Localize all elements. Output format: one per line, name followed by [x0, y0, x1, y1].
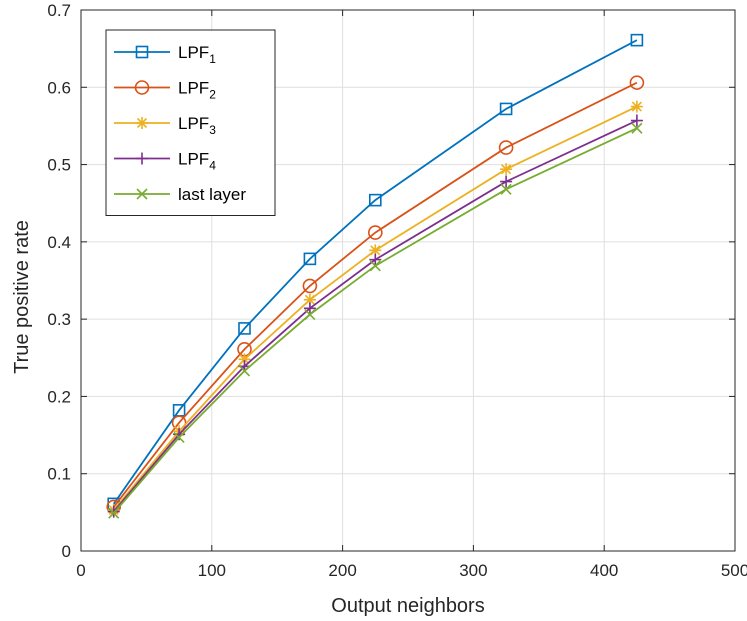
y-tick-label: 0.2 — [47, 387, 71, 406]
legend: LPF1 LPF2 LPF3 LPF4 last layer — [105, 29, 276, 216]
legend-item: LPF2 — [114, 79, 216, 102]
legend-item: last layer — [114, 185, 246, 204]
x-axis-label: Output neighbors — [331, 595, 484, 617]
data-point — [367, 225, 383, 240]
x-tick-label: 100 — [198, 561, 226, 580]
plot-area — [106, 33, 645, 519]
data-point — [500, 175, 513, 188]
axes-box — [80, 9, 736, 552]
data-point — [500, 183, 512, 195]
legend-marker — [134, 80, 150, 95]
data-point — [631, 122, 643, 134]
data-point — [108, 507, 120, 519]
legend-marker — [136, 188, 148, 200]
data-point — [368, 193, 382, 207]
legend-marker — [136, 117, 148, 129]
series-line — [112, 39, 638, 505]
legend-label: LPF4 — [178, 150, 216, 173]
data-point — [630, 100, 643, 113]
x-tick-label: 200 — [328, 561, 356, 580]
data-point — [173, 431, 185, 443]
data-point — [302, 278, 318, 294]
legend-item: LPF1 — [114, 43, 216, 66]
y-tick-label: 0.3 — [47, 310, 71, 329]
data-point — [303, 252, 317, 266]
legend-label: LPF2 — [178, 79, 216, 102]
series-4 — [107, 114, 643, 518]
data-point — [238, 353, 251, 366]
data-point — [303, 302, 316, 315]
legend-item: LPF3 — [114, 114, 216, 137]
legend-marker — [135, 45, 149, 59]
x-tick-label: 400 — [590, 561, 618, 580]
data-point — [238, 322, 251, 335]
y-tick-label: 0.6 — [47, 78, 71, 97]
y-tick-label: 0.7 — [47, 1, 71, 20]
data-point — [499, 102, 513, 116]
legend-label: last layer — [178, 185, 246, 204]
y-tick-label: 0.1 — [47, 465, 71, 484]
data-point — [303, 293, 316, 306]
x-tick-label: 0 — [76, 561, 85, 580]
data-point — [630, 114, 643, 127]
series-5 — [108, 122, 643, 519]
data-point — [630, 33, 644, 47]
legend-marker — [136, 152, 148, 165]
x-tick-label: 500 — [721, 561, 747, 580]
data-point — [107, 505, 120, 518]
x-tick-label: 300 — [459, 561, 487, 580]
data-point — [369, 260, 381, 272]
legend-label: LPF1 — [178, 43, 216, 66]
data-point — [304, 308, 316, 321]
legend-item: LPF4 — [114, 150, 216, 173]
y-tick-label: 0.4 — [47, 233, 71, 252]
data-point — [369, 253, 382, 266]
y-tick-label: 0.5 — [47, 156, 71, 175]
series-line — [112, 81, 638, 508]
data-point — [369, 244, 382, 257]
data-point — [238, 365, 251, 377]
axes: 0 100 200 300 400 500 0 0.1 0.2 0.3 0.4 0.5 0.6 0.7 — [47, 1, 747, 580]
y-axis-label: True positive rate — [11, 220, 33, 374]
data-point — [500, 163, 513, 176]
data-point — [498, 140, 514, 155]
y-tick-label: 0 — [62, 542, 71, 561]
legend-label: LPF3 — [178, 114, 216, 137]
data-point — [629, 75, 645, 90]
